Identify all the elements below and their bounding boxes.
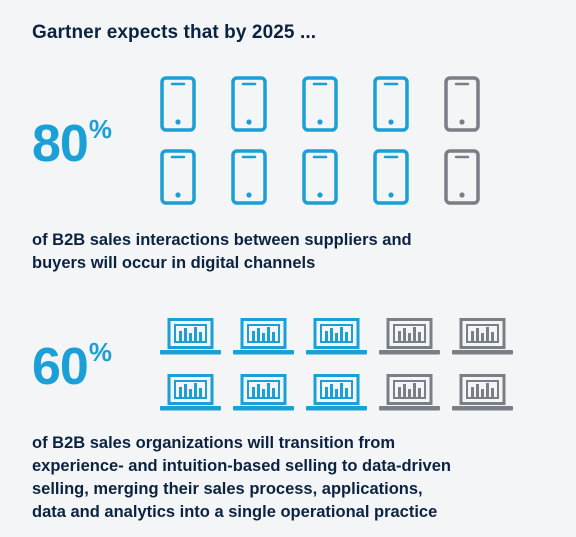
laptop-chart-icon-highlighted xyxy=(160,374,221,411)
description-line: selling, merging their sales process, ap… xyxy=(32,480,423,498)
laptop-chart-icon xyxy=(452,374,513,411)
laptop-icon-grid xyxy=(160,318,513,412)
description-line: of B2B sales organizations will transiti… xyxy=(32,434,396,452)
laptop-chart-icon-highlighted xyxy=(306,374,367,411)
smartphone-icon-highlighted xyxy=(302,76,338,132)
stat-unit: % xyxy=(88,114,112,144)
description-line: buyers will occur in digital channels xyxy=(32,254,316,272)
smartphone-icon-highlighted xyxy=(231,76,267,132)
laptop-chart-icon-highlighted xyxy=(160,318,221,355)
smartphone-icon-highlighted xyxy=(231,149,267,205)
laptop-chart-icon xyxy=(379,374,440,411)
stat-value: 80 xyxy=(32,115,89,173)
description-line: data and analytics into a single operati… xyxy=(32,503,438,521)
smartphone-icon xyxy=(444,76,480,132)
laptop-chart-icon xyxy=(452,318,513,355)
stat-60-percent: 60% xyxy=(32,338,112,396)
laptop-chart-icon-highlighted xyxy=(233,374,294,411)
stat-60-description: of B2B sales organizations will transiti… xyxy=(32,432,572,524)
laptop-chart-icon-highlighted xyxy=(306,318,367,355)
stat-80-description: of B2B sales interactions between suppli… xyxy=(32,229,552,275)
description-line: experience- and intuition-based selling … xyxy=(32,457,451,475)
laptop-chart-icon xyxy=(379,318,440,355)
smartphone-icon-highlighted xyxy=(302,149,338,205)
phone-icon-grid xyxy=(160,76,480,205)
smartphone-icon-highlighted xyxy=(373,149,409,205)
stat-value: 60 xyxy=(32,338,89,396)
smartphone-icon xyxy=(444,149,480,205)
page-title: Gartner expects that by 2025 ... xyxy=(32,22,317,43)
stat-unit: % xyxy=(88,337,112,367)
smartphone-icon-highlighted xyxy=(373,76,409,132)
laptop-chart-icon-highlighted xyxy=(233,318,294,355)
description-line: of B2B sales interactions between suppli… xyxy=(32,231,412,249)
smartphone-icon-highlighted xyxy=(160,76,196,132)
smartphone-icon-highlighted xyxy=(160,149,196,205)
stat-80-percent: 80% xyxy=(32,115,112,173)
